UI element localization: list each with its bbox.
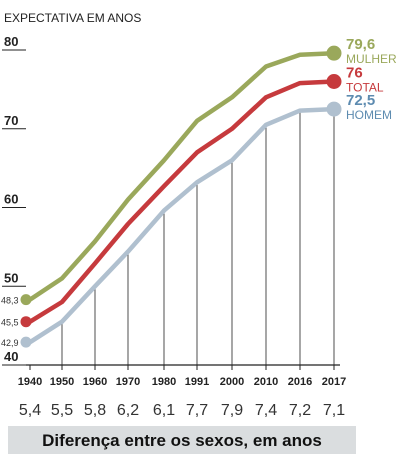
y-tick-label: 70: [4, 113, 18, 128]
series-start-value-homem: 42,9: [1, 338, 19, 348]
difference-value: 6,2: [116, 402, 140, 419]
series-line-mulher: [27, 50, 337, 302]
series-start-point-homem: [20, 336, 32, 348]
difference-value: 5,4: [18, 402, 42, 419]
x-tick-label: 1980: [152, 376, 176, 388]
start-labels: 48,3 45,5 42,9: [1, 296, 19, 349]
series-start-point-mulher: [20, 294, 32, 306]
difference-caption: Diferença entre os sexos, em anos: [42, 431, 322, 450]
series-lines: [20, 45, 342, 348]
difference-value: 5,8: [83, 402, 107, 419]
series-end-point-total: [326, 74, 342, 89]
difference-value: 7,2: [288, 402, 312, 419]
difference-caption-bar: Diferença entre os sexos, em anos: [8, 426, 356, 454]
series-name-mulher: MULHER: [346, 52, 397, 66]
x-tick-label: 1960: [83, 376, 107, 388]
x-tick-label: 2016: [288, 376, 312, 388]
series-end-value-mulher: 79,6: [346, 36, 375, 53]
difference-value: 6,1: [152, 402, 176, 419]
difference-value: 7,4: [254, 402, 278, 419]
series-start-value-total: 45,5: [1, 318, 19, 328]
difference-row: 5,4 5,5 5,8 6,2 6,1 7,7 7,9 7,4 7,2 7,1: [0, 398, 404, 428]
series-line-homem: [27, 106, 337, 345]
series-name-total: TOTAL: [346, 81, 384, 95]
x-tick-label: 1991: [185, 376, 209, 388]
series-name-homem: HOMEM: [346, 108, 392, 122]
series-end-value-homem: 72,5: [346, 92, 375, 109]
x-axis: 1940 1950 1960 1970 1980 1991 2000 2010 2016 2017: [18, 364, 346, 388]
y-tick-label: 80: [4, 34, 18, 49]
y-axis: 80 70 60 50 40: [2, 34, 26, 366]
y-tick-label: 50: [4, 270, 18, 285]
x-tick-label: 2010: [254, 376, 278, 388]
y-tick-label: 40: [4, 349, 18, 364]
x-tick-label: 2017: [322, 376, 346, 388]
x-tick-label: 1970: [116, 376, 140, 388]
x-tick-label: 1950: [50, 376, 74, 388]
series-start-point-total: [20, 316, 32, 328]
difference-value: 5,5: [50, 402, 74, 419]
chart-title: EXPECTATIVA EM ANOS: [4, 11, 141, 25]
series-end-point-homem: [326, 101, 342, 117]
x-tick-label: 1940: [18, 376, 42, 388]
y-tick-label: 60: [4, 192, 18, 207]
difference-value: 7,9: [220, 402, 244, 419]
difference-value: 7,1: [322, 402, 346, 419]
x-tick-label: 2000: [220, 376, 244, 388]
series-end-value-total: 76: [346, 65, 363, 82]
series-end-point-mulher: [326, 45, 342, 61]
drop-lines: [61, 109, 335, 365]
difference-value: 7,7: [185, 402, 209, 419]
series-line-total: [27, 79, 337, 324]
series-start-value-mulher: 48,3: [1, 296, 19, 306]
